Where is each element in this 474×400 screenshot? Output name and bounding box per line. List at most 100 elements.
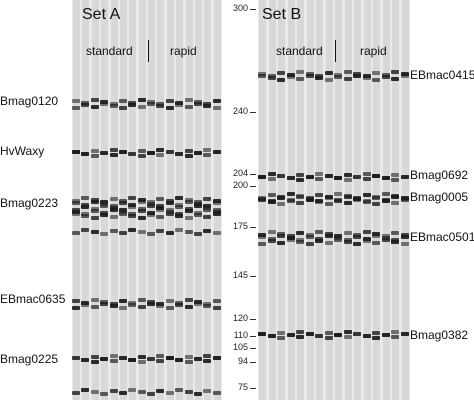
set-b-band bbox=[296, 330, 304, 334]
set-a-band bbox=[184, 230, 193, 234]
set-a-band bbox=[109, 354, 118, 358]
set-b-band bbox=[400, 332, 409, 336]
set-a-band bbox=[165, 150, 174, 154]
set-a-band bbox=[203, 148, 212, 152]
set-a-band bbox=[137, 200, 146, 204]
set-a-band bbox=[72, 356, 80, 360]
set-b-band bbox=[372, 196, 380, 200]
marker-label-bmag0223: Bmag0223 bbox=[0, 196, 59, 210]
set-b-band bbox=[258, 235, 266, 239]
set-a-band bbox=[81, 214, 90, 218]
set-a-band bbox=[175, 358, 184, 362]
set-a-band bbox=[184, 149, 193, 153]
set-b-band bbox=[362, 334, 371, 338]
set-a-band bbox=[72, 150, 80, 154]
set-b-band bbox=[343, 231, 352, 235]
set-a-band bbox=[137, 390, 146, 394]
set-b-band bbox=[277, 196, 285, 200]
set-b-band bbox=[258, 175, 266, 179]
set-b-divider bbox=[335, 40, 336, 62]
ladder-tick-120: 120 bbox=[232, 313, 248, 323]
set-a-band bbox=[72, 299, 80, 303]
set-a-band bbox=[193, 213, 202, 217]
set-a-band bbox=[203, 354, 212, 358]
set-a-band bbox=[81, 228, 90, 232]
set-b-band bbox=[372, 174, 380, 178]
set-b-band bbox=[353, 332, 361, 336]
set-b-band bbox=[381, 75, 390, 79]
set-b-band bbox=[400, 242, 409, 246]
set-b-band bbox=[267, 172, 276, 176]
set-a-band bbox=[109, 304, 118, 308]
set-a-band bbox=[109, 197, 118, 201]
set-a-band bbox=[128, 303, 137, 307]
set-b-band bbox=[343, 240, 352, 244]
set-b-band bbox=[391, 330, 399, 334]
set-b-band bbox=[305, 198, 314, 202]
set-a-band bbox=[184, 390, 193, 394]
set-b-band bbox=[362, 193, 371, 197]
set-a-band bbox=[118, 106, 127, 110]
set-b-band bbox=[324, 196, 333, 200]
set-b-band bbox=[391, 240, 399, 244]
gel-panel-set-a bbox=[72, 0, 222, 400]
set-b-band bbox=[267, 239, 276, 243]
set-a-band bbox=[90, 149, 99, 153]
set-a-band bbox=[184, 305, 193, 309]
set-b-band bbox=[296, 77, 304, 81]
set-b-band bbox=[267, 76, 276, 80]
set-b-band bbox=[362, 76, 371, 80]
set-a-band bbox=[147, 102, 155, 106]
set-a-band bbox=[90, 305, 99, 309]
set-b-band bbox=[353, 242, 361, 246]
set-a-band bbox=[193, 204, 202, 208]
set-a-band bbox=[128, 228, 137, 232]
set-a-band bbox=[203, 208, 212, 212]
set-a-band bbox=[137, 98, 146, 102]
set-b-band bbox=[315, 193, 323, 197]
set-a-band bbox=[118, 306, 127, 310]
set-a-band bbox=[165, 299, 174, 303]
set-b-band bbox=[324, 71, 333, 75]
set-b-band bbox=[286, 75, 295, 79]
set-b-band bbox=[305, 332, 314, 336]
set-a-band bbox=[203, 304, 212, 308]
set-a-band bbox=[81, 152, 90, 156]
set-a-band bbox=[147, 232, 155, 236]
set-a-band bbox=[118, 212, 127, 216]
set-a-band bbox=[184, 360, 193, 364]
set-a-band bbox=[118, 231, 127, 235]
set-a-band bbox=[90, 298, 99, 302]
set-a-band bbox=[203, 153, 212, 157]
set-a-band bbox=[165, 356, 174, 360]
set-a-band bbox=[90, 154, 99, 158]
set-a-band bbox=[147, 357, 155, 361]
set-a-band bbox=[128, 214, 137, 218]
set-b-band bbox=[391, 77, 399, 81]
set-a-standard-label: standard bbox=[86, 44, 133, 58]
set-b-band bbox=[296, 195, 304, 199]
set-a-band bbox=[128, 196, 137, 200]
set-a-rapid-label: rapid bbox=[170, 44, 197, 58]
set-a-band bbox=[193, 151, 202, 155]
set-a-band bbox=[90, 390, 99, 394]
set-a-band bbox=[184, 216, 193, 220]
set-b-band bbox=[324, 331, 333, 335]
set-a-band bbox=[193, 302, 202, 306]
set-a-band bbox=[165, 212, 174, 216]
set-a-band bbox=[147, 302, 155, 306]
set-a-band bbox=[212, 391, 221, 395]
set-b-band bbox=[334, 238, 342, 242]
set-b-band bbox=[286, 238, 295, 242]
set-b-band bbox=[381, 176, 390, 180]
marker-label-hvwaxy: HvWaxy bbox=[0, 144, 45, 158]
ladder-tick-75: 75 bbox=[237, 382, 248, 392]
marker-label-bmag0120: Bmag0120 bbox=[0, 94, 59, 108]
set-b-band bbox=[362, 177, 371, 181]
set-a-band bbox=[137, 216, 146, 220]
set-a-band bbox=[165, 106, 174, 110]
set-a-band bbox=[212, 201, 221, 205]
set-b-band bbox=[286, 176, 295, 180]
set-b-band bbox=[315, 172, 323, 176]
set-a-lane-7 bbox=[129, 0, 137, 400]
